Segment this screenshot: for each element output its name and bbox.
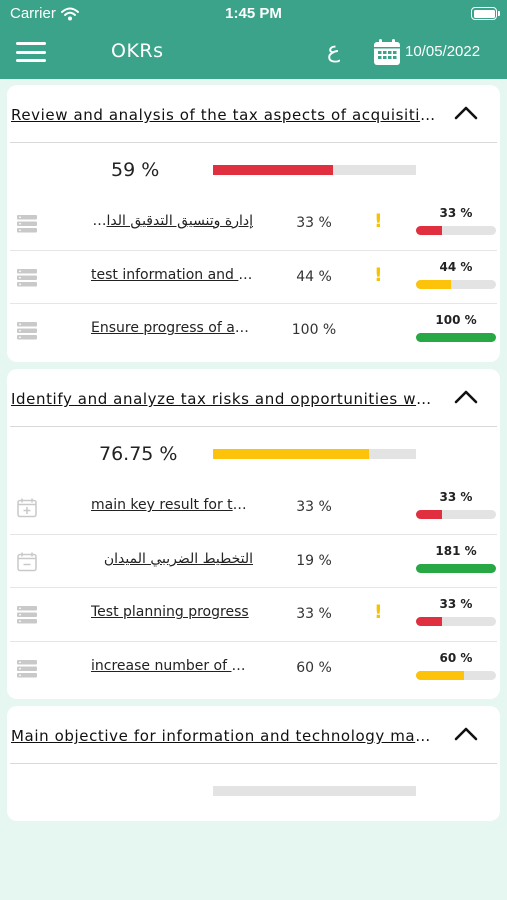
key-result-progress-fill xyxy=(416,279,452,289)
key-result-progress-fill xyxy=(416,563,496,573)
calendar-icon[interactable] xyxy=(373,38,401,66)
key-result-bar-label: 181 % xyxy=(435,543,477,558)
app-header: Carrier 1:45 PM OKRs ع 10/05/2022 xyxy=(0,0,507,79)
key-result-name[interactable]: increase number of plans xyxy=(91,657,253,674)
key-result-name[interactable]: التخطيط الضريبي الميدان xyxy=(103,550,253,567)
key-result-name[interactable]: test information and technology xyxy=(91,266,253,283)
carrier-label: Carrier xyxy=(10,5,56,22)
key-result-bar-label: 33 % xyxy=(439,597,473,612)
objective-progress-bar xyxy=(213,165,416,175)
objective-header: Identify and analyze tax risks and oppor… xyxy=(10,369,497,427)
key-result-progress-fill xyxy=(416,510,443,519)
key-result-bar-label: 60 % xyxy=(439,650,473,665)
key-result-progress-bar xyxy=(416,617,496,627)
warning-icon: ! xyxy=(374,601,383,624)
key-result-name[interactable]: Ensure progress of activities xyxy=(91,320,253,337)
key-result-row[interactable]: التخطيط الضريبي الميدان 19 % 181 % xyxy=(10,535,497,589)
objective-progress-label: 59 % xyxy=(111,159,160,181)
objective-title[interactable]: Review and analysis of the tax aspects o… xyxy=(11,106,436,124)
key-result-row[interactable]: Ensure progress of activities 100 % 100 % xyxy=(10,304,497,358)
key-result-progress-bar xyxy=(416,510,496,519)
warning-icon: ! xyxy=(374,210,383,232)
key-result-percent: 100 % xyxy=(291,322,337,339)
objective-progress-label: 76.75 % xyxy=(99,443,178,465)
objective-header: Main objective for information and techn… xyxy=(10,706,497,764)
key-result-progress-bar xyxy=(416,333,496,343)
language-toggle-button[interactable]: ع xyxy=(327,38,341,63)
server-icon xyxy=(16,605,38,625)
server-icon xyxy=(16,659,38,679)
key-result-percent: 33 % xyxy=(296,606,332,623)
objective-title[interactable]: Identify and analyze tax risks and oppor… xyxy=(11,390,436,408)
key-result-progress-bar xyxy=(416,226,496,235)
hamburger-menu-button[interactable] xyxy=(16,42,46,62)
key-result-percent: 60 % xyxy=(296,659,332,676)
wifi-icon xyxy=(60,7,79,20)
key-result-row[interactable]: increase number of plans 60 % 60 % xyxy=(10,642,497,696)
objective-progress-row: 59 % xyxy=(7,143,500,197)
calendar-plus-icon xyxy=(16,498,38,518)
key-result-bar-label: 100 % xyxy=(435,313,477,328)
objective-progress-row: 76.75 % xyxy=(7,427,500,481)
key-result-bar-label: 33 % xyxy=(439,490,473,504)
key-result-progress-fill xyxy=(416,226,443,235)
key-result-row[interactable]: main key result for testing 33 % 33 % xyxy=(10,481,497,535)
key-result-row[interactable]: test information and technology 44 %! 44 % xyxy=(10,251,497,305)
key-result-percent: 44 % xyxy=(296,268,332,285)
key-result-row[interactable]: Test planning progress 33 %! 33 % xyxy=(10,588,497,642)
key-result-name[interactable]: main key result for testing xyxy=(91,497,253,513)
key-result-row[interactable]: إدارة وتنسيق التدقيق الداخلي 33 %! 33 % xyxy=(10,197,497,251)
key-result-bar-label: 33 % xyxy=(439,206,473,220)
selected-date[interactable]: 10/05/2022 xyxy=(405,43,481,60)
key-result-progress-bar xyxy=(416,670,496,680)
status-bar: Carrier 1:45 PM xyxy=(0,0,507,28)
key-result-progress-fill xyxy=(416,670,464,680)
status-time: 1:45 PM xyxy=(225,5,282,22)
warning-icon: ! xyxy=(374,263,383,286)
key-result-progress-fill xyxy=(416,333,496,343)
key-result-bar-label: 44 % xyxy=(439,259,473,274)
key-result-percent: 33 % xyxy=(296,215,332,231)
key-result-progress-bar xyxy=(416,279,496,289)
objective-title[interactable]: Main objective for information and techn… xyxy=(11,727,436,745)
server-icon xyxy=(16,321,38,341)
carrier-indicator: Carrier xyxy=(10,5,79,22)
key-result-progress-bar xyxy=(416,563,496,573)
server-icon xyxy=(16,214,38,234)
battery-icon xyxy=(471,7,500,20)
key-result-name[interactable]: إدارة وتنسيق التدقيق الداخلي xyxy=(91,213,253,229)
objective-progress-fill xyxy=(213,165,333,175)
objective-card: Main objective for information and techn… xyxy=(7,706,500,821)
objective-progress-bar xyxy=(213,449,416,459)
key-result-percent: 33 % xyxy=(296,499,332,515)
objective-card: Identify and analyze tax risks and oppor… xyxy=(7,369,500,699)
key-result-progress-fill xyxy=(416,617,443,627)
objective-header: Review and analysis of the tax aspects o… xyxy=(10,85,497,143)
chevron-up-icon[interactable] xyxy=(453,389,479,405)
objective-progress-bar xyxy=(213,786,416,796)
page-title: OKRs xyxy=(111,40,164,62)
calendar-minus-icon xyxy=(16,552,38,572)
objective-progress-row xyxy=(7,764,500,818)
chevron-up-icon[interactable] xyxy=(453,726,479,742)
objective-card: Review and analysis of the tax aspects o… xyxy=(7,85,500,362)
server-icon xyxy=(16,268,38,288)
key-result-name[interactable]: Test planning progress xyxy=(91,604,249,621)
chevron-up-icon[interactable] xyxy=(453,105,479,121)
key-result-percent: 19 % xyxy=(296,552,332,569)
objective-progress-fill xyxy=(213,449,369,459)
